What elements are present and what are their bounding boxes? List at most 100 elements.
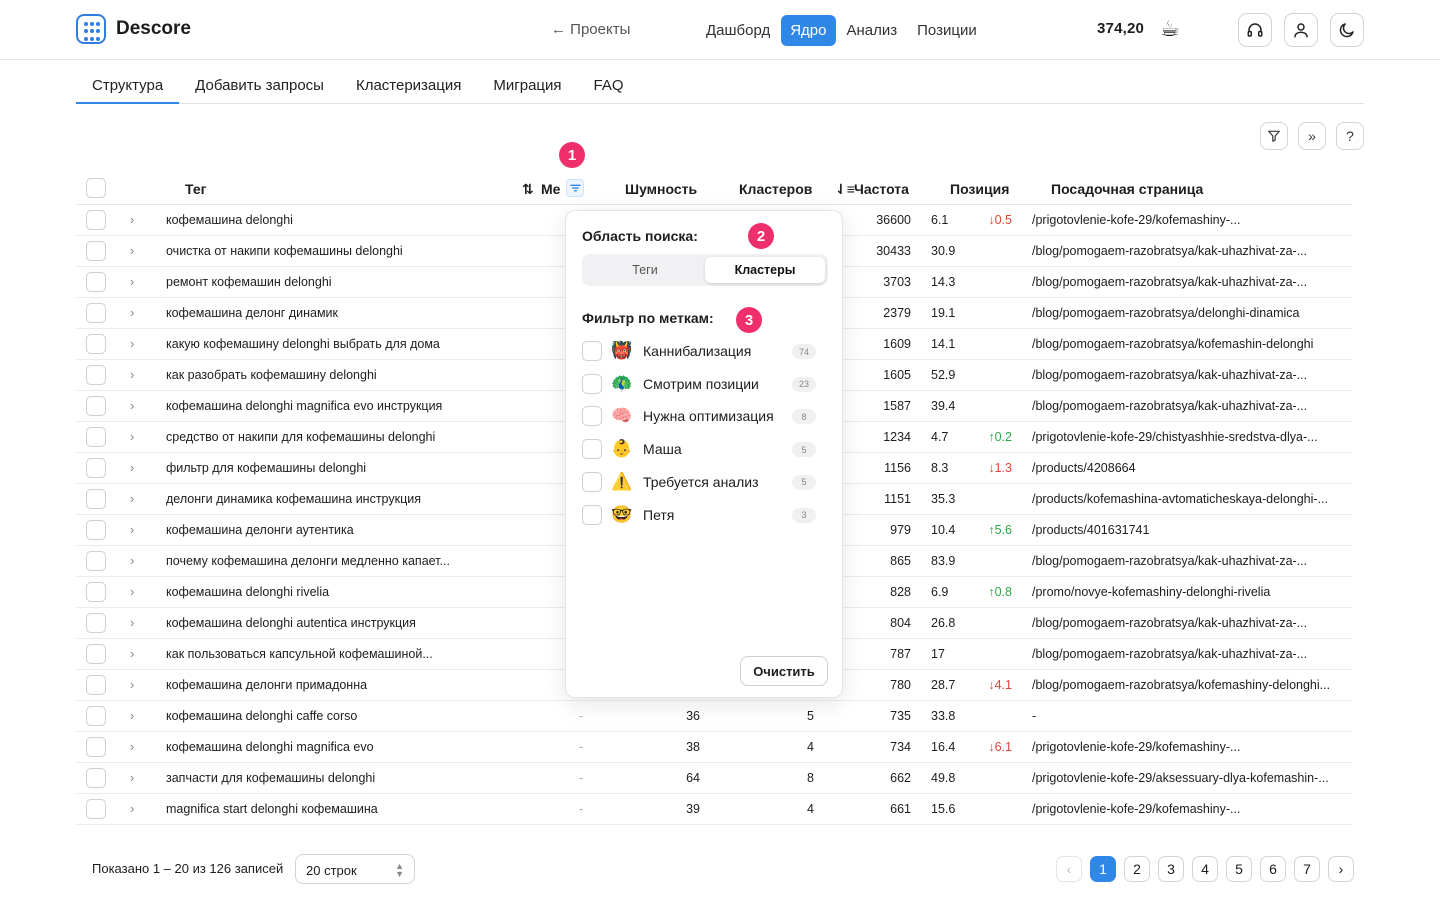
row-checkbox[interactable] [86, 210, 106, 230]
row-landing-page[interactable]: /products/4208664 [1032, 461, 1136, 475]
label-checkbox[interactable] [582, 341, 602, 361]
expand-chevron-icon[interactable]: › [130, 398, 135, 413]
nav-positions[interactable]: Позиции [917, 22, 977, 39]
row-checkbox[interactable] [86, 396, 106, 416]
table-row[interactable]: › средство от накипи для кофемашины delon… [76, 422, 1352, 453]
expand-chevron-icon[interactable]: › [130, 212, 135, 227]
page-button-3[interactable]: 3 [1158, 856, 1184, 882]
label-name[interactable]: Каннибализация [643, 343, 752, 359]
page-button-2[interactable]: 2 [1124, 856, 1150, 882]
row-tag[interactable]: очистка от накипи кофемашины delonghi [166, 244, 403, 258]
theme-toggle-button[interactable] [1330, 13, 1364, 47]
filter-button[interactable] [1260, 122, 1288, 150]
page-button-4[interactable]: 4 [1192, 856, 1218, 882]
row-tag[interactable]: почему кофемашина делонги медленно капае… [166, 554, 450, 568]
label-filter-item[interactable]: 👶 Маша 5 [582, 439, 816, 461]
row-tag[interactable]: средство от накипи для кофемашины delong… [166, 430, 436, 444]
row-tag[interactable]: кофемашина делонги примадонна [166, 678, 368, 692]
row-checkbox[interactable] [86, 675, 106, 695]
row-tag[interactable]: делонги динамика кофемашина инструкция [166, 492, 421, 506]
label-filter-item[interactable]: ⚠️ Требуется анализ 5 [582, 471, 816, 494]
support-button[interactable] [1238, 13, 1272, 47]
page-button-1[interactable]: 1 [1090, 856, 1116, 882]
expand-chevron-icon[interactable]: › [130, 708, 135, 723]
row-landing-page[interactable]: /blog/pomogaem-razobratsya/kak-uhazhivat… [1032, 647, 1308, 661]
row-landing-page[interactable]: /products/401631741 [1032, 523, 1150, 537]
clear-button[interactable]: Очистить [740, 656, 828, 686]
row-tag[interactable]: кофемашина delonghi caffe corso [166, 709, 358, 723]
coffee-icon[interactable]: ☕ [1160, 16, 1180, 41]
expand-chevron-icon[interactable]: › [130, 305, 135, 320]
table-row[interactable]: › кофемашина делонги примадонна 780 28.7 ↓4.… [76, 670, 1352, 701]
row-checkbox[interactable] [86, 706, 106, 726]
row-tag[interactable]: как пользоваться капсульной кофемашиной.… [166, 647, 433, 661]
row-checkbox[interactable] [86, 551, 106, 571]
row-tag[interactable]: magnifica start delonghi кофемашина [166, 802, 378, 816]
row-checkbox[interactable] [86, 458, 106, 478]
row-tag[interactable]: кофемашина delonghi magnifica evo инстру… [166, 399, 443, 413]
sort-icon[interactable]: ⇅ [522, 181, 534, 197]
row-checkbox[interactable] [86, 303, 106, 323]
expand-chevron-icon[interactable]: › [130, 460, 135, 475]
tab-faq[interactable]: FAQ [593, 77, 624, 94]
row-landing-page[interactable]: /blog/pomogaem-razobratsya/kofemashin-de… [1032, 337, 1314, 351]
label-name[interactable]: Петя [643, 506, 675, 523]
label-checkbox[interactable] [582, 439, 602, 460]
row-tag[interactable]: как разобрать кофемашину delonghi [166, 368, 377, 382]
row-tag[interactable]: кофемашина делонг динамик [166, 306, 339, 320]
tab-migration[interactable]: Миграция [493, 77, 562, 94]
row-checkbox[interactable] [86, 272, 106, 292]
label-filter-item[interactable]: 🤓 Петя 3 [582, 504, 816, 527]
tab-structure[interactable]: Структура [76, 66, 180, 104]
row-checkbox[interactable] [86, 334, 106, 354]
row-landing-page[interactable]: /prigotovlenie-kofe-29/kofemashiny-... [1032, 740, 1241, 754]
row-landing-page[interactable]: /prigotovlenie-kofe-29/chistyashhie-sred… [1032, 430, 1318, 444]
column-noise[interactable]: Шумность [625, 181, 698, 197]
row-landing-page[interactable]: /blog/pomogaem-razobratsya/kak-uhazhivat… [1032, 399, 1308, 413]
row-landing-page[interactable]: - [1032, 709, 1037, 723]
expand-chevron-icon[interactable]: › [130, 646, 135, 661]
column-tag[interactable]: Тег [185, 181, 207, 197]
row-landing-page[interactable]: /prigotovlenie-kofe-29/kofemashiny-... [1032, 802, 1241, 816]
expand-chevron-icon[interactable]: › [130, 491, 135, 506]
expand-chevron-icon[interactable]: › [130, 553, 135, 568]
row-landing-page[interactable]: /blog/pomogaem-razobratsya/kak-uhazhivat… [1032, 244, 1308, 258]
row-landing-page[interactable]: /prigotovlenie-kofe-29/kofemashiny-... [1032, 213, 1241, 227]
logo[interactable]: Descore [76, 14, 191, 44]
expand-chevron-icon[interactable]: › [130, 274, 135, 289]
select-all-checkbox[interactable] [86, 178, 106, 198]
table-row[interactable]: › запчасти для кофемашины delonghi - 64 8 662… [76, 763, 1352, 794]
label-name[interactable]: Маша [643, 441, 682, 458]
column-mark[interactable]: Ме [541, 181, 561, 197]
help-button[interactable]: ? [1336, 122, 1364, 150]
row-checkbox[interactable] [86, 489, 106, 509]
scope-option-tags[interactable]: Теги [632, 263, 658, 277]
row-tag[interactable]: кофемашина делонги аутентика [166, 523, 354, 537]
label-filter-item[interactable]: 👹 Каннибализация 74 [582, 341, 816, 363]
nav-core[interactable]: Ядро [781, 15, 836, 46]
row-landing-page[interactable]: /blog/pomogaem-razobratsya/kak-uhazhivat… [1032, 616, 1308, 630]
expand-chevron-icon[interactable]: › [130, 243, 135, 258]
expand-chevron-icon[interactable]: › [130, 770, 135, 785]
expand-chevron-icon[interactable]: › [130, 429, 135, 444]
profile-button[interactable] [1284, 13, 1318, 47]
label-filter-item[interactable]: 🦚 Смотрим позиции 23 [582, 373, 816, 396]
label-name[interactable]: Требуется анализ [643, 473, 759, 490]
row-tag[interactable]: кофемашина delonghi magnifica evo [166, 740, 374, 754]
column-frequency[interactable]: Частота [854, 181, 909, 197]
row-checkbox[interactable] [86, 613, 106, 633]
row-landing-page[interactable]: /blog/pomogaem-razobratsya/kak-uhazhivat… [1032, 368, 1308, 382]
tab-add-queries[interactable]: Добавить запросы [195, 77, 324, 94]
table-row[interactable]: › кофемашина delonghi magnifica evo - 38 4 73… [76, 732, 1352, 763]
expand-chevron-icon[interactable]: › [130, 677, 135, 692]
sort-desc-icon[interactable]: ⇃≡ [835, 181, 855, 197]
row-landing-page[interactable]: /promo/novye-kofemashiny-delonghi-riveli… [1032, 585, 1271, 599]
label-name[interactable]: Смотрим позиции [643, 375, 759, 392]
row-landing-page[interactable]: /prigotovlenie-kofe-29/aksessuary-dlya-k… [1032, 771, 1329, 785]
expand-all-button[interactable]: » [1298, 122, 1326, 150]
label-checkbox[interactable] [582, 373, 602, 394]
label-checkbox[interactable] [582, 471, 602, 492]
row-tag[interactable]: кофемашина delonghi autentica инструкция [166, 616, 416, 630]
row-tag[interactable]: ремонт кофемашин delonghi [166, 275, 332, 289]
page-button-6[interactable]: 6 [1260, 856, 1286, 882]
